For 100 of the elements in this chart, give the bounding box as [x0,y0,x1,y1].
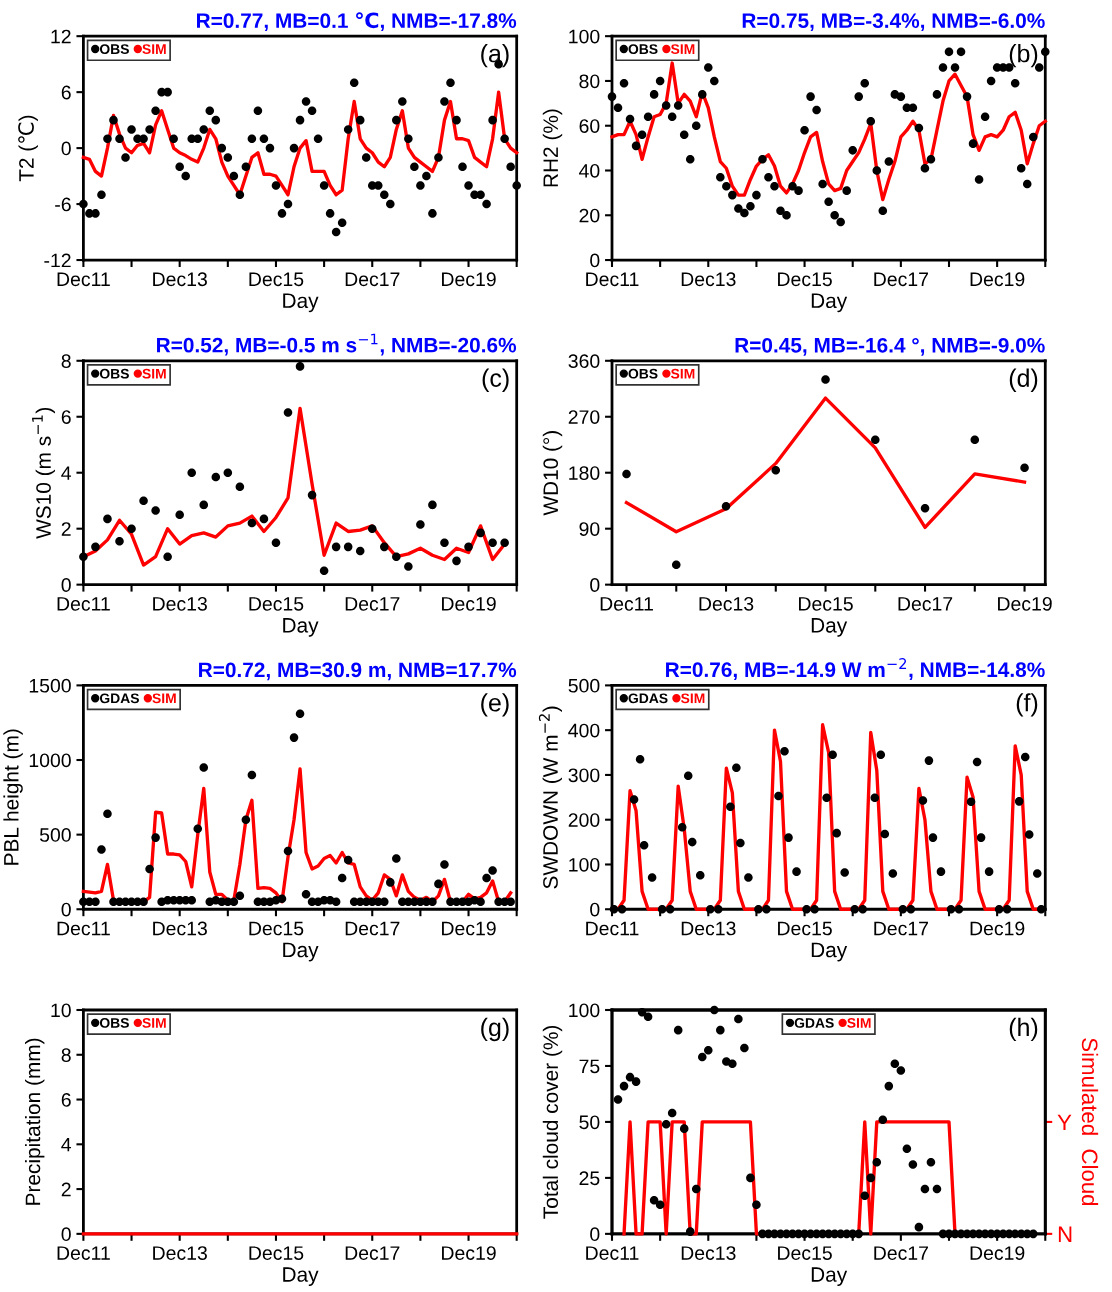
legend-label: SIM [670,368,695,379]
x-tick-label: Dec11 [57,597,110,611]
point [404,562,413,571]
y-tick-label: 100 [569,29,600,44]
y-tick-label: 0 [590,1227,600,1242]
legend-label: SIM [142,1018,166,1028]
annotation: (c) [482,368,509,392]
point [187,468,196,477]
legend-label: GDAS [99,693,139,704]
x-tick-label: Dec13 [153,921,207,936]
x-tick-label: Dec15 [249,1246,304,1260]
point [283,408,293,417]
x-tick-label: Dec11 [57,1246,110,1260]
point [832,828,841,838]
legend-label: SIM [681,693,705,704]
point [802,904,811,914]
x-tick-label: Dec15 [249,272,304,287]
point [247,518,257,528]
y-tick-label: 0 [61,902,71,917]
chart-title: R=0.45, MB=-16.4 °, NMB=-9.0% [735,337,1045,356]
point [199,500,209,510]
legend-label: SIM [670,44,695,55]
x-tick-label: Dec11 [586,921,639,936]
point [898,904,908,914]
y-tick-label: 4 [61,1137,72,1152]
x-tick-label: Dec19 [998,596,1052,611]
y-tick-label: 500 [568,678,600,693]
x-tick-label: Dec19 [442,596,496,611]
point [211,472,221,482]
x-tick-label: Dec15 [778,921,832,936]
annotation: (e) [481,693,509,717]
x-axis-title: Day [283,1267,319,1286]
text: Y [1057,1114,1072,1130]
x-axis-title: Day [811,942,848,962]
line-series [624,396,1027,534]
x-tick-label: Dec15 [249,921,304,936]
point [714,904,723,914]
point [721,502,731,511]
annotation: (d) [1009,368,1038,392]
y-tick-label: -12 [44,253,71,268]
y-tick-label: 1000 [29,753,71,768]
y-tick-label: 10 [51,1003,71,1018]
y2-axis-title: Simulated Cloud [1081,1038,1099,1206]
y-tick-label: 6 [61,1093,71,1107]
point [792,867,801,876]
y-tick-label: 6 [61,410,71,424]
y-tick-label: 400 [568,723,600,738]
point [307,490,317,500]
point [840,868,849,877]
point [906,904,916,914]
point [850,904,859,914]
legend-label: OBS [628,368,658,379]
point [771,465,781,475]
x-tick-label: Dec17 [874,921,928,936]
point [754,904,763,914]
y-tick-label: 40 [579,163,600,178]
x-tick-label: Dec13 [153,272,207,287]
x-tick-label: Dec13 [681,921,736,936]
point [319,566,329,575]
y-axis-title: SWDOWN (W m$^{−2}$) [538,706,562,889]
y-tick-label: 1500 [29,678,71,693]
y-tick-label: 0 [590,578,600,592]
point [744,873,753,882]
y-tick-label: 180 [569,466,600,480]
chart-title: R=0.76, MB=-14.9 W m$^{−2}$, NMB=-14.8% [666,658,1045,681]
point [936,867,946,876]
x-tick-label: Dec17 [345,921,400,936]
point [175,510,184,519]
y-tick-label: 90 [579,522,600,536]
x-tick-label: Dec15 [249,597,304,611]
point [355,546,365,556]
x-tick-label: Dec17 [345,597,400,611]
y-axis-title: Precipitation (mm) [24,1038,45,1205]
legend-label: GDAS [794,1018,834,1028]
point [139,496,148,505]
x-axis-title: Day [811,293,848,313]
legend-label: SIM [847,1018,871,1028]
point [970,435,980,445]
annotation: (a) [481,44,509,68]
x-axis-title: Day [811,1267,848,1286]
x-tick-label: Dec19 [970,272,1025,287]
point [976,833,986,842]
point [151,506,160,515]
text: N [1058,1226,1072,1242]
point [295,362,305,371]
y-tick-label: 100 [569,1003,600,1018]
annotation: (f) [1016,693,1038,717]
point [440,538,449,547]
x-tick-label: Dec15 [799,597,853,611]
legend-label: OBS [99,368,129,379]
point [452,556,461,566]
point [984,867,994,876]
y-tick-label: 0 [590,253,600,268]
x-tick-label: Dec17 [345,272,400,287]
y-tick-label: 50 [579,1115,600,1130]
point [416,520,425,529]
point [706,904,715,914]
point [127,524,136,533]
y-axis-title: Total cloud cover (%) [542,1025,563,1219]
x-tick-label: Dec11 [586,1246,639,1260]
